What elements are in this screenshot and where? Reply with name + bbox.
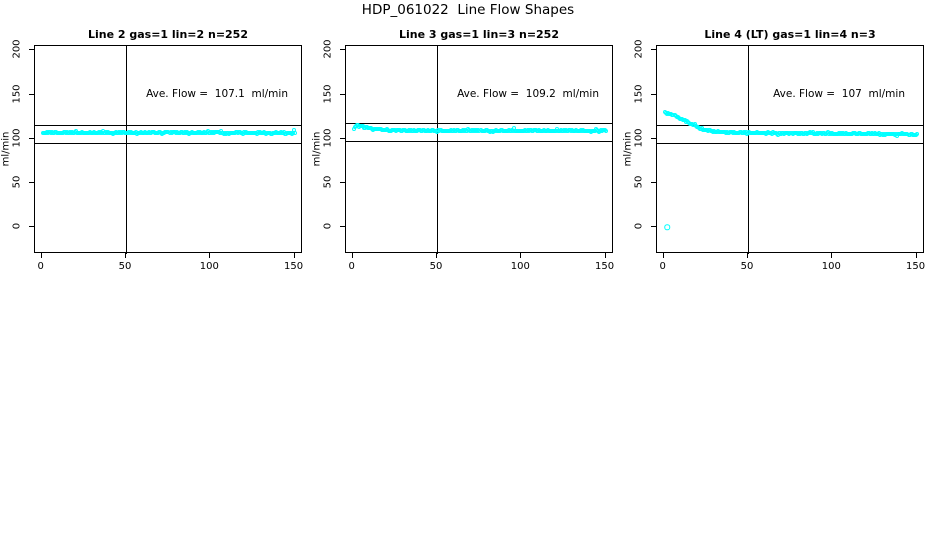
x-axis-tick [40, 253, 42, 258]
y-axis-tick [651, 137, 656, 139]
x-axis-tick [915, 253, 917, 258]
y-axis-tick [340, 182, 345, 184]
data-point [603, 129, 608, 134]
y-axis-tick [29, 93, 34, 95]
data-point [602, 128, 607, 133]
y-axis-tick-label: 150 [11, 84, 23, 104]
x-axis-tick-label: 150 [595, 261, 615, 272]
ave-flow-annotation: Ave. Flow = 107 ml/min [773, 87, 905, 100]
x-axis-tick [125, 253, 127, 258]
x-axis-tick-label: 50 [740, 261, 754, 272]
x-axis-tick-label: 100 [510, 261, 530, 272]
x-axis-tick [209, 253, 211, 258]
data-point [292, 131, 297, 136]
x-axis-tick-label: 0 [348, 261, 355, 272]
ave-flow-annotation: Ave. Flow = 109.2 ml/min [457, 87, 599, 100]
data-point [914, 132, 919, 137]
y-axis-tick [651, 49, 656, 51]
y-axis-tick [29, 137, 34, 139]
y-axis-tick [340, 226, 345, 228]
upper-reference-line [657, 124, 923, 126]
x-axis-tick [747, 253, 749, 258]
upper-reference-line [35, 124, 301, 126]
x-axis-tick-label: 100 [199, 261, 219, 272]
y-axis-tick [651, 226, 656, 228]
y-axis-tick [651, 93, 656, 95]
y-axis-tick [29, 182, 34, 184]
lower-reference-line [657, 142, 923, 144]
x-axis-tick [520, 253, 522, 258]
lower-reference-line [35, 142, 301, 144]
y-axis-tick-label: 150 [322, 84, 334, 104]
figure-title: HDP_061022 Line Flow Shapes [361, 2, 575, 18]
y-axis-tick [340, 137, 345, 139]
vertical-reference-line [748, 46, 750, 254]
plot-area: Ave. Flow = 107.1 ml/min [34, 45, 302, 254]
y-axis-tick-label: 50 [633, 175, 645, 189]
y-axis-tick-label: 200 [11, 39, 23, 59]
y-axis-label: ml/min [311, 131, 323, 167]
y-axis-tick-label: 100 [322, 128, 334, 148]
ave-flow-annotation: Ave. Flow = 107.1 ml/min [146, 87, 288, 100]
x-axis-tick [662, 253, 664, 258]
upper-reference-line [346, 122, 612, 124]
x-axis-tick [436, 253, 438, 258]
plot-area: Ave. Flow = 109.2 ml/min [345, 45, 613, 254]
y-axis-tick [29, 226, 34, 228]
x-axis-tick [351, 253, 353, 258]
x-axis-tick-label: 50 [118, 261, 132, 272]
y-axis-tick-label: 100 [11, 128, 23, 148]
y-axis-label: ml/min [622, 131, 634, 167]
y-axis-tick [340, 93, 345, 95]
y-axis-tick-label: 200 [322, 39, 334, 59]
y-axis-label: ml/min [0, 131, 12, 167]
x-axis-tick-label: 0 [659, 261, 666, 272]
y-axis-tick-label: 100 [633, 128, 645, 148]
vertical-reference-line [437, 46, 439, 254]
panel-title: Line 2 gas=1 lin=2 n=252 [87, 28, 248, 41]
x-axis-tick [293, 253, 295, 258]
y-axis-tick [340, 49, 345, 51]
x-axis-tick-label: 50 [429, 261, 443, 272]
y-axis-tick-label: 0 [633, 223, 645, 230]
x-axis-tick-label: 150 [284, 261, 304, 272]
y-axis-tick-label: 50 [322, 175, 334, 189]
y-axis-tick [29, 49, 34, 51]
x-axis-tick-label: 150 [906, 261, 926, 272]
panel-title: Line 3 gas=1 lin=3 n=252 [398, 28, 559, 41]
y-axis-tick-label: 0 [11, 223, 23, 230]
y-axis-tick-label: 200 [633, 39, 645, 59]
plot-area: Ave. Flow = 107 ml/min [656, 45, 924, 254]
x-axis-tick-label: 100 [821, 261, 841, 272]
y-axis-tick [651, 182, 656, 184]
y-axis-tick-label: 150 [633, 84, 645, 104]
x-axis-tick [604, 253, 606, 258]
data-point [692, 121, 697, 126]
lower-reference-line [346, 140, 612, 142]
x-axis-tick [831, 253, 833, 258]
y-axis-tick-label: 50 [11, 175, 23, 189]
y-axis-tick-label: 0 [322, 223, 334, 230]
panel-title: Line 4 (LT) gas=1 lin=4 n=3 [704, 28, 876, 41]
x-axis-tick-label: 0 [37, 261, 44, 272]
outlier-point [664, 224, 670, 231]
vertical-reference-line [126, 46, 128, 254]
